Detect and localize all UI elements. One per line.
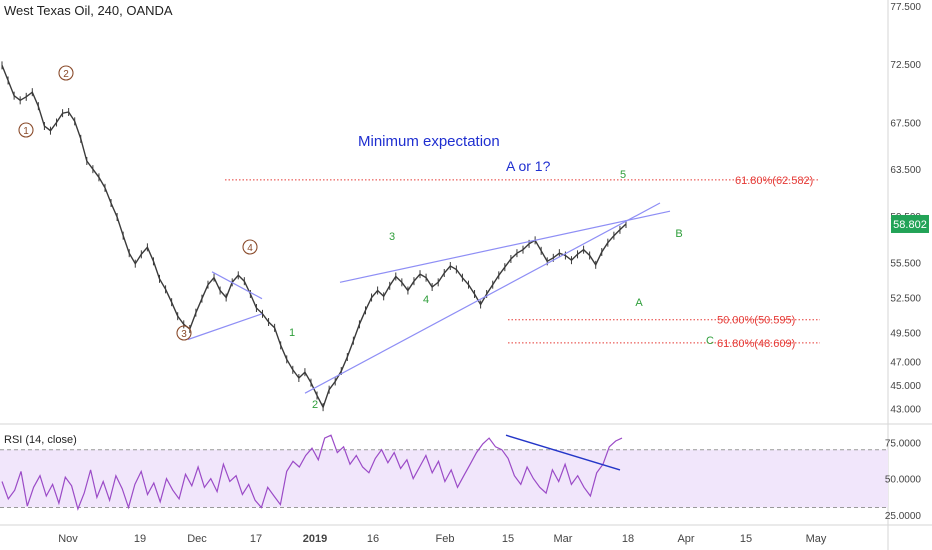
time-tick-label: 19	[134, 533, 146, 545]
price-series-line	[1, 65, 627, 409]
last-price-label: 58.802	[893, 219, 927, 231]
time-tick-label: 15	[502, 533, 514, 545]
time-tick-label: Apr	[677, 533, 694, 545]
wave-label: 3	[389, 231, 395, 243]
rsi-title: RSI (14, close)	[4, 434, 77, 446]
circled-wave-marker	[176, 325, 192, 341]
price-tick-label: 67.500	[890, 119, 921, 130]
time-tick-label: 18	[622, 533, 634, 545]
circled-wave-marker	[58, 65, 74, 81]
time-tick-label: 2019	[303, 533, 327, 545]
fib-level-label: 61.80%(62.582)	[735, 175, 813, 187]
price-tick-label: 52.500	[890, 294, 921, 305]
time-tick-label: 17	[250, 533, 262, 545]
time-tick-label: May	[806, 533, 827, 545]
price-tick-label: 77.500	[890, 2, 921, 13]
price-tick-label: 45.000	[890, 381, 921, 392]
rsi-tick-label: 50.0000	[885, 475, 922, 486]
price-tick-label: 47.000	[890, 358, 921, 369]
price-tick-label: 72.500	[890, 60, 921, 71]
rsi-trendline	[505, 434, 621, 471]
rsi-series-line	[1, 434, 623, 511]
time-tick-label: 15	[740, 533, 752, 545]
wave-label: 2	[312, 399, 318, 411]
time-tick-label: Mar	[554, 533, 573, 545]
circled-wave-marker	[18, 122, 34, 138]
fib-level-label: 50.00%(50.595)	[717, 315, 795, 327]
price-tick-label: 55.500	[890, 259, 921, 270]
wedge-upper-line	[211, 271, 263, 300]
ending-diagonal-lower-line	[304, 202, 661, 394]
wave-label: 5	[620, 169, 626, 181]
time-tick-label: Feb	[436, 533, 455, 545]
fib-level-label: 61.80%(48.609)	[717, 338, 795, 350]
circled-wave-label: 1	[23, 126, 29, 137]
rsi-tick-label: 25.0000	[885, 511, 922, 522]
circled-wave-label: 4	[247, 243, 253, 254]
time-tick-label: Dec	[187, 533, 207, 545]
chart-title: West Texas Oil, 240, OANDA	[4, 3, 173, 18]
wave-label: 4	[423, 294, 429, 306]
circled-wave-label: 2	[63, 69, 69, 80]
time-tick-label: Nov	[58, 533, 78, 545]
wave-label: A	[635, 297, 643, 309]
last-price-tag	[891, 214, 929, 233]
minimum-expectation-label: Minimum expectation	[358, 133, 500, 150]
circled-wave-marker	[242, 239, 258, 255]
price-tick-label: 49.500	[890, 329, 921, 340]
wedge-lower-line	[187, 313, 263, 341]
circled-wave-label: 3	[181, 329, 187, 340]
time-tick-label: 16	[367, 533, 379, 545]
price-tick-label: 43.000	[890, 404, 921, 415]
rsi-tick-label: 75.0000	[885, 438, 922, 449]
price-tick-label: 63.500	[890, 165, 921, 176]
wave-label: B	[675, 228, 682, 240]
a-or-1-label: A or 1?	[506, 158, 551, 174]
wave-label: C	[706, 335, 714, 347]
wave-label: 1	[289, 327, 295, 339]
ending-diagonal-upper-line	[339, 210, 671, 283]
